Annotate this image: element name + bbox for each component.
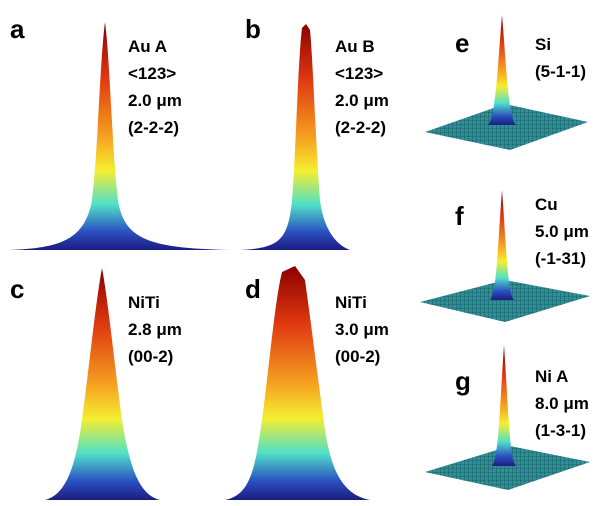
- panel-label: Ni A: [535, 367, 568, 386]
- panel-label: (00-2): [128, 347, 173, 366]
- panel-letter: c: [10, 274, 24, 304]
- panel-letter: f: [455, 201, 464, 231]
- panel-label: <123>: [128, 64, 176, 83]
- panel-label: NiTi: [128, 293, 160, 312]
- panel-label: 2.8 μm: [128, 320, 182, 339]
- panel-label: (2-2-2): [128, 118, 179, 137]
- panel-letter: e: [455, 28, 469, 58]
- panel-letter: g: [455, 366, 471, 396]
- panel-label: <123>: [335, 64, 383, 83]
- panel-label: 2.0 μm: [128, 91, 182, 110]
- panel-label: Au B: [335, 37, 375, 56]
- panel-label: (-1-31): [535, 249, 586, 268]
- peak-b: [240, 24, 350, 250]
- panel-label: Si: [535, 35, 551, 54]
- panel-label: NiTi: [335, 293, 367, 312]
- panel-label: (2-2-2): [335, 118, 386, 137]
- panel-label: (5-1-1): [535, 62, 586, 81]
- figure: a Au A <123> 2.0 μm (2-2-2) b Au B <123> 2.0 μm (…: [0, 0, 595, 506]
- panel-label: (1-3-1): [535, 421, 586, 440]
- panel-label: (00-2): [335, 347, 380, 366]
- panel-label: Au A: [128, 37, 167, 56]
- panel-letter: b: [245, 14, 261, 44]
- panel-letter: d: [245, 274, 261, 304]
- panel-label: 3.0 μm: [335, 320, 389, 339]
- peak-a: [10, 22, 230, 250]
- panel-label: Cu: [535, 195, 558, 214]
- panel-label: 2.0 μm: [335, 91, 389, 110]
- panel-label: 8.0 μm: [535, 394, 589, 413]
- panel-letter: a: [10, 14, 25, 44]
- panel-label: 5.0 μm: [535, 222, 589, 241]
